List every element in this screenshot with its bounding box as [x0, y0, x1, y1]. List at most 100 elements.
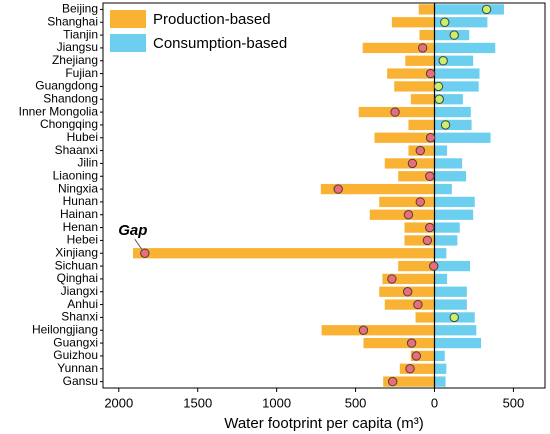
y-tick-label: Hebei	[67, 233, 98, 247]
x-tick-label: 2000	[104, 395, 133, 410]
bar	[410, 94, 435, 105]
bar	[434, 4, 504, 15]
x-tick-label: 1500	[183, 395, 212, 410]
gap-marker	[438, 56, 448, 66]
bar	[418, 4, 435, 15]
y-tick-label: Shanghai	[47, 14, 98, 28]
y-tick-label: Shaanxi	[55, 143, 98, 157]
gap-marker	[440, 17, 450, 27]
y-tick-label: Jiangxi	[61, 284, 98, 298]
bar	[434, 248, 447, 259]
y-tick-label: Shandong	[43, 91, 98, 105]
bar	[434, 55, 474, 66]
bar	[398, 171, 435, 182]
bar	[383, 376, 435, 387]
gap-marker	[358, 325, 369, 335]
y-tick-label: Xinjiang	[55, 245, 98, 259]
bar	[434, 363, 447, 374]
gap-marker	[140, 248, 150, 258]
y-tick-label: Anhui	[67, 297, 98, 311]
bar	[434, 196, 475, 208]
gap-marker	[402, 287, 413, 297]
bar	[434, 235, 458, 246]
gap-marker	[449, 312, 459, 323]
bar	[374, 132, 435, 143]
gap-marker	[425, 222, 435, 233]
bar	[434, 337, 482, 349]
y-tick-label: Gansu	[63, 374, 98, 388]
bar	[434, 81, 479, 92]
x-tick-label: 500	[345, 395, 367, 410]
bar	[408, 119, 435, 131]
bar	[394, 81, 435, 92]
y-tick-label: Jiangsu	[57, 40, 98, 54]
y-tick-label: Jilin	[77, 156, 98, 170]
y-tick-label: Hunan	[63, 194, 98, 208]
bar	[434, 106, 471, 118]
y-tick-label: Hubei	[67, 130, 98, 144]
x-tick-label: 0	[431, 395, 438, 410]
annotation-leader	[134, 238, 143, 250]
y-tick-label: Heilongjiang	[32, 322, 98, 336]
bar	[398, 260, 435, 272]
gap-marker	[390, 107, 400, 117]
legend-label: Production-based	[153, 11, 271, 28]
bar	[434, 171, 467, 182]
bar	[434, 286, 467, 297]
bar	[434, 376, 446, 387]
y-tick-label: Guangdong	[35, 79, 98, 93]
gap-marker	[425, 133, 436, 143]
bar	[434, 183, 452, 195]
y-tick-label: Qinghai	[57, 271, 98, 285]
gap-marker	[481, 4, 492, 15]
bar	[434, 68, 480, 79]
x-tick-label: 1000	[262, 395, 291, 410]
gap-marker	[425, 171, 435, 181]
gap-marker	[387, 376, 398, 387]
gap-marker	[415, 145, 425, 156]
bar	[362, 42, 435, 54]
y-tick-label: Yunnan	[57, 361, 98, 375]
y-tick-label: Chongqing	[40, 117, 98, 131]
gap-marker	[422, 235, 433, 246]
gap-marker	[429, 261, 439, 271]
bar	[434, 145, 448, 156]
y-tick-label: Henan	[63, 220, 98, 234]
bar	[434, 132, 491, 143]
bar	[379, 196, 435, 208]
bar	[434, 94, 463, 105]
bar	[132, 248, 435, 259]
bar	[434, 325, 477, 336]
gap-marker	[415, 197, 425, 207]
y-tick-label: Ningxia	[58, 181, 98, 195]
y-tick-label: Sichuan	[55, 258, 98, 272]
legend-swatch	[110, 34, 146, 52]
plot-frame	[102, 2, 546, 389]
gap-marker	[434, 94, 444, 104]
bar	[384, 299, 435, 310]
y-tick-label: Zhejiang	[52, 53, 98, 67]
gap-marker	[406, 338, 417, 348]
bar	[434, 260, 471, 272]
bar	[434, 209, 474, 220]
bar	[419, 29, 435, 41]
x-axis-title: Water footprint per capita (m³)	[224, 415, 424, 432]
y-tick-label: Liaoning	[53, 168, 98, 182]
y-tick-label: Inner Mongolia	[19, 104, 99, 118]
x-tick-label: 500	[503, 395, 525, 410]
gap-marker	[407, 158, 418, 169]
gap-marker	[333, 184, 343, 194]
legend-label: Consumption-based	[153, 35, 287, 52]
bar	[434, 350, 445, 362]
bar	[320, 183, 435, 195]
bar	[369, 209, 435, 220]
bar	[404, 222, 435, 233]
gap-marker	[440, 120, 451, 130]
y-tick-label: Guangxi	[53, 335, 98, 349]
legend-swatch	[110, 10, 146, 28]
gap-marker	[425, 68, 436, 79]
bar	[391, 17, 435, 28]
bar	[387, 68, 435, 79]
bar	[399, 363, 435, 374]
bar	[434, 158, 463, 169]
